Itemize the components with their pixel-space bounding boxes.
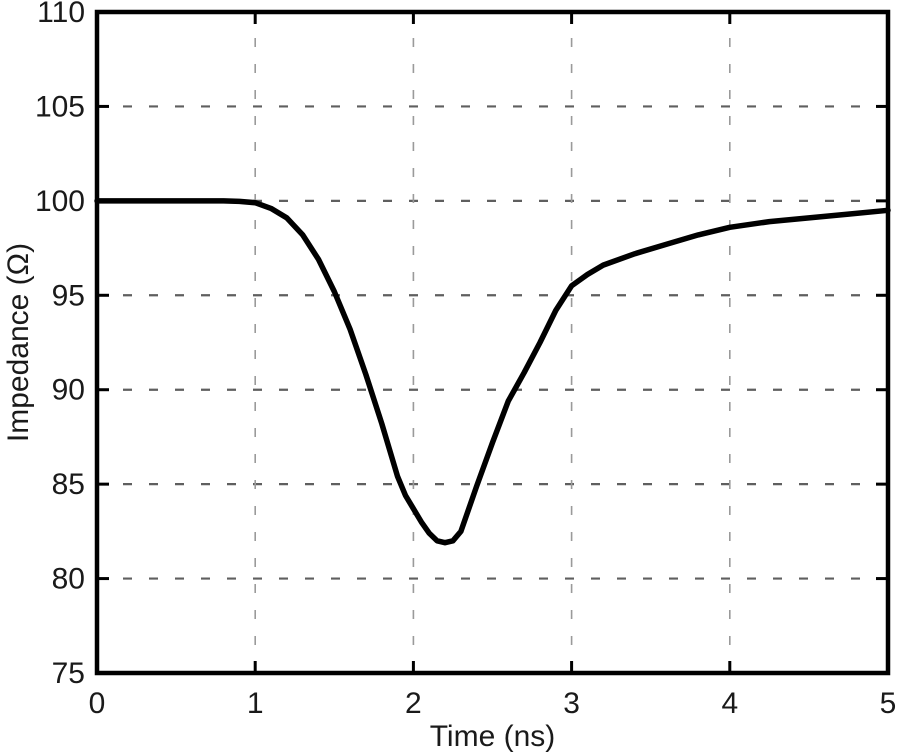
axes-box <box>94 9 891 676</box>
y-tick-label: 110 <box>37 0 85 29</box>
tick-labels: 0 1 2 3 4 5 75 80 85 90 95 100 105 110 <box>35 0 896 720</box>
x-tick-label: 4 <box>721 687 738 720</box>
y-tick-label: 95 <box>52 279 85 312</box>
x-tick-label: 5 <box>880 687 897 720</box>
x-tick-label: 1 <box>247 687 264 720</box>
tick-marks <box>99 14 886 671</box>
impedance-curve <box>94 198 891 546</box>
x-tick-label: 3 <box>563 687 580 720</box>
y-tick-label: 80 <box>52 563 85 596</box>
series-impedance <box>94 198 891 546</box>
y-tick-label: 105 <box>35 90 85 123</box>
y-tick-label: 75 <box>52 657 85 690</box>
y-tick-label: 85 <box>52 468 85 501</box>
plot-frame <box>94 9 891 676</box>
x-axis-title: Time (ns) <box>430 720 556 752</box>
x-tick-label: 0 <box>89 687 106 720</box>
y-axis-title: Impedance (Ω) <box>2 243 35 442</box>
x-tick-label: 2 <box>405 687 422 720</box>
y-tick-label: 90 <box>52 374 85 407</box>
y-tick-label: 100 <box>35 185 85 218</box>
gridlines <box>97 12 888 673</box>
